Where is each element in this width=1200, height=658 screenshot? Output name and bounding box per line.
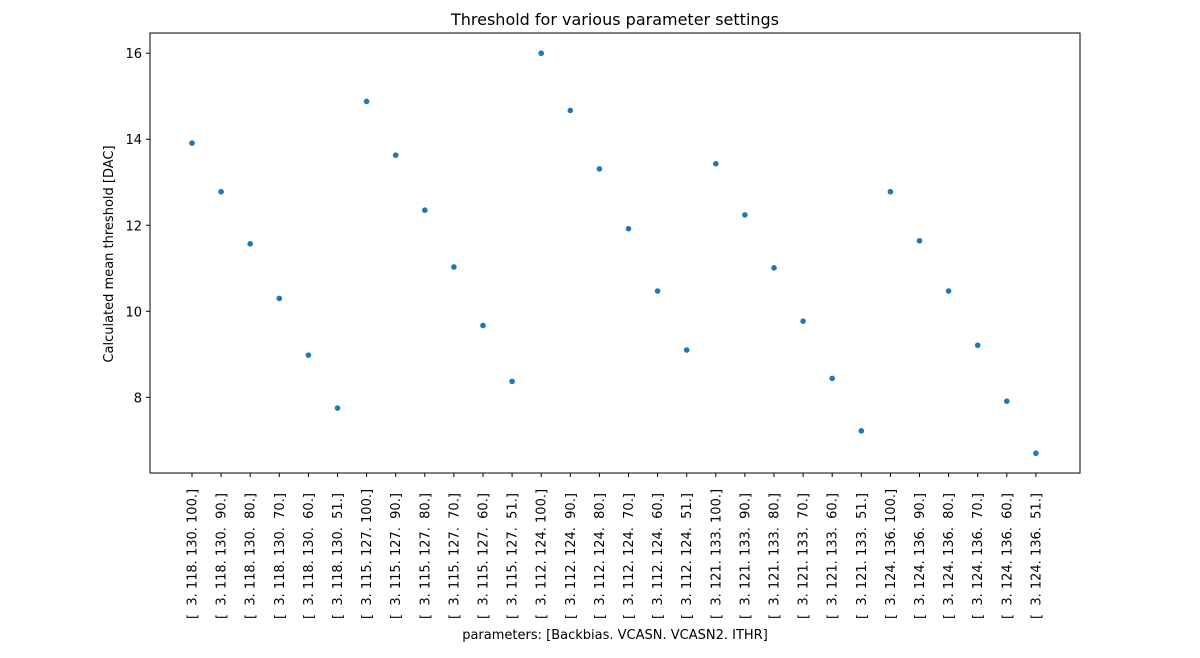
x-tick-label: [ 3. 124. 136. 60.]	[1000, 493, 1015, 619]
data-point	[218, 188, 224, 195]
x-tick-label: [ 3. 115. 127. 70.]	[447, 493, 462, 619]
data-point	[363, 98, 370, 105]
data-point	[683, 347, 690, 353]
x-tick-label: [ 3. 115. 127. 60.]	[477, 493, 492, 619]
data-point	[887, 188, 894, 195]
data-point	[538, 50, 544, 57]
x-tick-label: [ 3. 124. 136. 100.]	[884, 489, 899, 619]
x-tick-label: [ 3. 112. 124. 80.]	[593, 493, 608, 619]
data-point	[247, 240, 253, 247]
data-point	[945, 288, 952, 294]
x-tick-label: [ 3. 112. 124. 100.]	[535, 489, 550, 619]
data-point	[800, 318, 806, 324]
x-tick-label: [ 3. 118. 130. 51.]	[331, 493, 346, 619]
x-tick-label: [ 3. 124. 136. 70.]	[971, 493, 986, 619]
x-tick-label: [ 3. 112. 124. 60.]	[651, 493, 666, 619]
data-point	[625, 225, 632, 232]
y-axis: 8 10 12 14 16	[125, 47, 150, 406]
data-point	[305, 352, 312, 358]
chart-title: Threshold for various parameter settings	[450, 10, 779, 29]
x-axis-label: parameters: [Backbias. VCASN. VCASN2. IT…	[462, 628, 768, 643]
y-tick-label: 16	[125, 47, 142, 62]
x-tick-label: [ 3. 118. 130. 100.]	[186, 489, 201, 619]
x-tick-label: [ 3. 124. 136. 51.]	[1029, 493, 1044, 619]
x-tick-label: [ 3. 118. 130. 60.]	[302, 493, 317, 619]
data-point	[829, 375, 835, 382]
x-tick-label: [ 3. 121. 133. 60.]	[826, 493, 841, 619]
x-axis: [ 3. 118. 130. 100.] [ 3. 118. 130. 90.] […	[186, 473, 1044, 619]
data-point	[334, 405, 341, 411]
data-point	[596, 166, 603, 172]
x-tick-label: [ 3. 112. 124. 51.]	[680, 493, 695, 619]
x-tick-label: [ 3. 121. 133. 100.]	[709, 489, 724, 619]
x-tick-label: [ 3. 118. 130. 90.]	[215, 493, 230, 619]
data-point	[974, 342, 981, 349]
x-tick-label: [ 3. 112. 124. 90.]	[564, 493, 579, 619]
x-tick-label: [ 3. 121. 133. 70.]	[797, 493, 812, 619]
x-tick-label: [ 3. 124. 136. 90.]	[913, 493, 928, 619]
data-point	[713, 160, 719, 167]
x-tick-label: [ 3. 118. 130. 70.]	[273, 493, 288, 619]
plot-area-frame	[149, 32, 1081, 474]
y-tick-label: 14	[125, 133, 142, 148]
data-point	[567, 107, 574, 114]
x-tick-label: [ 3. 115. 127. 90.]	[389, 493, 404, 619]
data-point	[276, 295, 283, 302]
y-tick-label: 10	[125, 305, 142, 320]
x-tick-label: [ 3. 121. 133. 51.]	[855, 493, 870, 619]
y-axis-label: Calculated mean threshold [DAC]	[102, 145, 117, 362]
x-tick-label: [ 3. 118. 130. 80.]	[244, 493, 259, 619]
data-point	[742, 212, 748, 218]
data-point	[422, 207, 428, 214]
data-point	[916, 237, 923, 244]
x-tick-label: [ 3. 121. 133. 90.]	[738, 493, 753, 619]
y-tick-label: 12	[125, 219, 142, 234]
x-tick-label: [ 3. 124. 136. 80.]	[942, 493, 957, 619]
data-point	[392, 152, 399, 158]
data-point	[771, 265, 777, 271]
data-point	[654, 288, 661, 294]
y-tick-label: 8	[134, 391, 142, 406]
data-point	[480, 322, 486, 329]
data-point	[1004, 398, 1010, 404]
x-tick-label: [ 3. 115. 127. 80.]	[418, 493, 433, 619]
data-point	[189, 140, 195, 146]
x-tick-label: [ 3. 115. 127. 100.]	[360, 489, 375, 619]
data-point	[451, 264, 457, 270]
data-point	[1033, 450, 1039, 457]
x-tick-label: [ 3. 121. 133. 80.]	[768, 493, 783, 619]
data-point	[509, 378, 515, 385]
x-tick-label: [ 3. 112. 124. 70.]	[622, 493, 637, 619]
data-points	[189, 50, 1039, 457]
data-point	[858, 428, 865, 434]
x-tick-label: [ 3. 115. 127. 51.]	[506, 493, 521, 619]
